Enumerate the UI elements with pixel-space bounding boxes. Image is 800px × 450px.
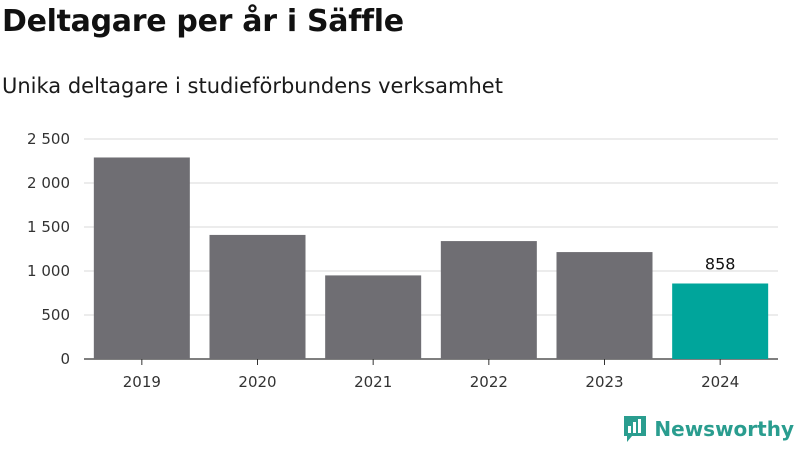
y-tick-label: 2 000 [27, 174, 70, 192]
chart-title: Deltagare per år i Säffle [2, 4, 404, 39]
bar-2020 [209, 234, 306, 359]
brand-logo: Newsworthy [622, 414, 794, 444]
bar-2023 [556, 252, 653, 359]
y-tick-label: 1 000 [27, 262, 70, 280]
x-tick-label: 2019 [123, 373, 161, 391]
gridlines [84, 138, 778, 360]
x-axis-ticks: 2019 2020 2021 2022 2023 2024 [123, 359, 739, 391]
bars [93, 157, 769, 359]
bar-2024 [672, 283, 769, 359]
x-tick-label: 2023 [585, 373, 623, 391]
newsworthy-logo-icon [624, 416, 647, 442]
x-tick-label: 2020 [238, 373, 276, 391]
bar-2021 [325, 275, 422, 359]
chart-subtitle: Unika deltagare i studieförbundens verks… [2, 74, 503, 98]
data-label-2024: 858 [705, 254, 736, 273]
x-tick-label: 2024 [701, 373, 739, 391]
y-tick-label: 500 [41, 306, 70, 324]
y-tick-label: 1 500 [27, 218, 70, 236]
y-axis-ticks: 0 500 1 000 1 500 2 000 2 500 [27, 130, 70, 368]
bar-2022 [440, 241, 537, 359]
brand-name: Newsworthy [654, 417, 794, 441]
x-tick-label: 2022 [470, 373, 508, 391]
bar-2019 [93, 157, 190, 359]
y-tick-label: 2 500 [27, 130, 70, 148]
y-tick-label: 0 [60, 350, 70, 368]
data-labels: 858 [705, 254, 736, 273]
x-tick-label: 2021 [354, 373, 392, 391]
